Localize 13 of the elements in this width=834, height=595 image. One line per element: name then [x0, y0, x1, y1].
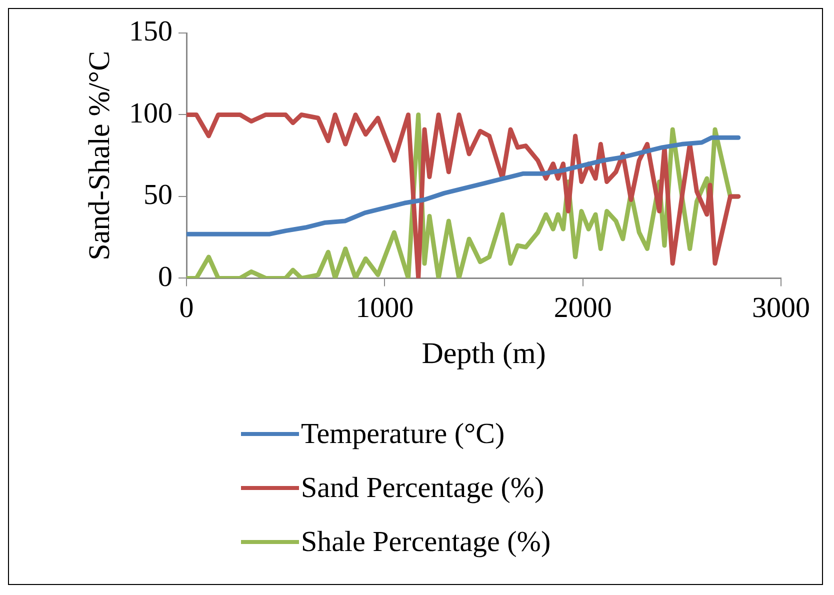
x-tick-label: 0: [179, 292, 194, 324]
x-tick-label: 2000: [554, 292, 612, 324]
y-tick-label: 50: [144, 179, 172, 212]
legend-label: Shale Percentage (%): [301, 525, 551, 560]
y-tick-label: 0: [158, 260, 172, 293]
y-axis-title: Sand-Shale %/°C: [82, 50, 116, 260]
x-tick-label: 1000: [356, 292, 414, 324]
legend-label: Sand Percentage (%): [301, 471, 544, 506]
legend-label: Temperature (°C): [301, 417, 505, 452]
x-tick-label: 3000: [752, 292, 810, 324]
x-axis-title: Depth (m): [422, 336, 546, 370]
y-tick-label: 150: [129, 16, 172, 48]
y-tick-label: 100: [129, 97, 172, 130]
